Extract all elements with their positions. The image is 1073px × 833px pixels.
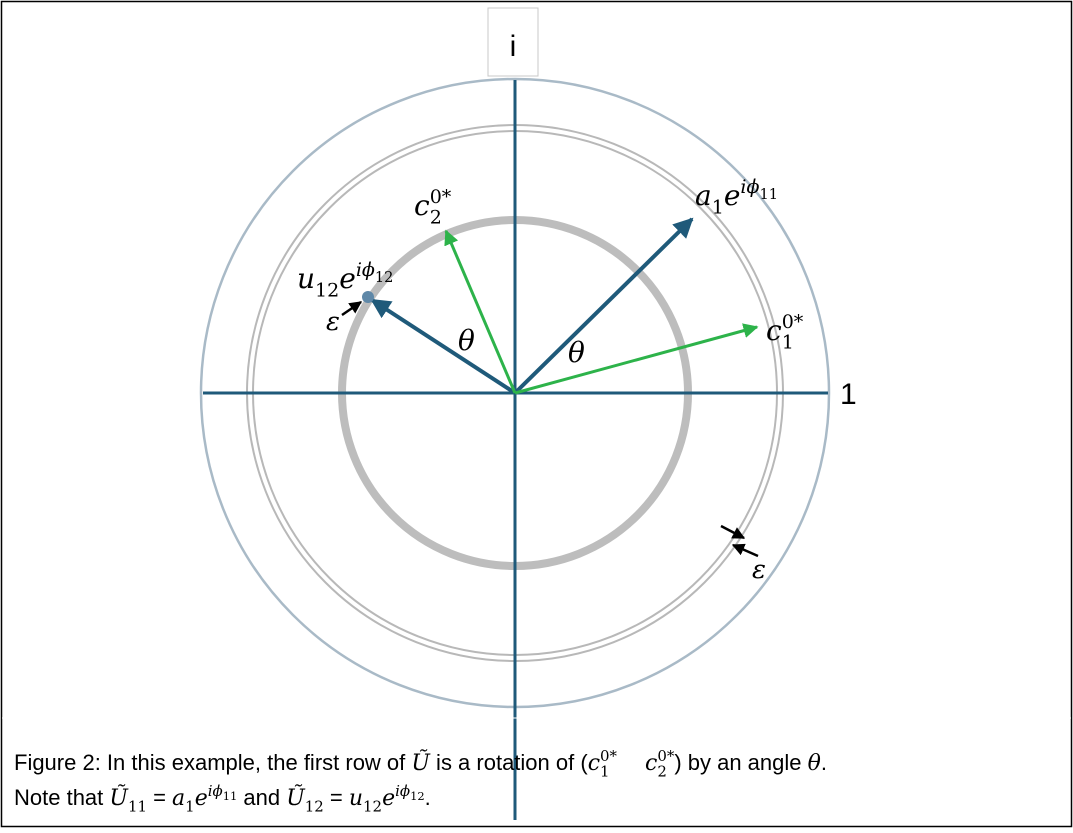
label-a1-part: e	[724, 179, 741, 212]
caption-line-part: e	[195, 786, 208, 811]
axis-label: 1	[840, 378, 857, 411]
caption-line-part: Ũ	[411, 748, 431, 776]
label-theta: θ	[458, 324, 475, 357]
label-c2-part: 0*	[430, 186, 452, 208]
label-u12-part: iϕ	[356, 259, 375, 281]
label-c2-part: 2	[430, 206, 442, 228]
label-epsilon: ε	[752, 555, 766, 585]
caption-line-part: 12	[363, 798, 382, 816]
label-c2-part: c	[414, 189, 430, 222]
label-a1: a1eiϕ11	[695, 176, 778, 218]
vector-c1	[514, 323, 759, 395]
caption-line: Figure 2: In this example, the first row…	[14, 747, 827, 781]
label-u12-part: 12	[315, 279, 339, 301]
caption-line-part: 0*	[600, 747, 618, 765]
caption-line-part: 1	[185, 798, 195, 816]
label-u12: u12eiϕ12	[297, 259, 393, 301]
caption-line-part: c	[617, 751, 657, 776]
caption-line-part: ) by an angle	[674, 750, 807, 775]
caption-line-part: =	[324, 785, 349, 810]
label-a1-part: 1	[712, 196, 724, 218]
axis-label-box	[487, 7, 539, 77]
caption-line-part: 1	[600, 763, 610, 781]
label-c1: c10*	[766, 311, 804, 353]
vector-c2	[444, 229, 517, 394]
epsilon-arrow	[341, 300, 363, 317]
caption-line-part: .	[821, 750, 827, 775]
caption-line-part: Ũ	[286, 783, 306, 811]
caption-line-part: 12	[410, 789, 425, 803]
label-a1-part: a	[695, 179, 712, 212]
caption-line-part: and	[237, 785, 286, 810]
label-epsilon-part: ε	[326, 307, 340, 337]
caption-line-part: 2	[657, 763, 667, 781]
label-epsilon-part: ε	[752, 555, 766, 585]
caption-line-part: 11	[128, 798, 147, 816]
caption-line-part: θ	[808, 751, 821, 776]
caption-line-part: Figure 2: In this example, the first row…	[14, 750, 411, 775]
axis-label: i	[510, 30, 517, 63]
label-c2: c20*	[414, 186, 452, 228]
label-theta-part: θ	[568, 336, 585, 369]
caption-line-part: =	[147, 785, 172, 810]
caption-line-part: c	[588, 751, 600, 776]
caption-line-part: .	[425, 785, 431, 810]
caption-line-part: e	[382, 786, 395, 811]
caption-line-part: Ũ	[109, 783, 129, 811]
caption-line-part: 11	[223, 789, 238, 803]
vector-a1	[513, 217, 694, 395]
caption-line-part: Note that	[14, 785, 109, 810]
epsilon-arrow	[731, 543, 759, 558]
vector-u12	[370, 298, 517, 395]
caption-line: Note that Ũ11 = a1eiϕ11 and Ũ12 = u12eiϕ…	[14, 782, 431, 816]
caption-line-part: 0*	[657, 747, 675, 765]
caption-line-part: iϕ	[208, 782, 223, 800]
label-u12-part: e	[339, 262, 356, 295]
label-u12-part: u	[297, 262, 315, 295]
epsilon-arrow	[720, 524, 746, 540]
label-epsilon: ε	[326, 307, 340, 337]
label-c1-part: c	[766, 314, 782, 347]
point-u12	[362, 291, 374, 303]
caption-line-part: a	[172, 786, 185, 811]
label-u12-part: 12	[375, 269, 394, 286]
label-c1-part: 1	[782, 331, 794, 353]
label-theta: θ	[568, 336, 585, 369]
caption-line-part: 12	[305, 798, 324, 816]
caption-line-part: u	[349, 786, 363, 811]
caption-line-part: iϕ	[395, 782, 410, 800]
label-theta-part: θ	[458, 324, 475, 357]
label-a1-part: iϕ	[740, 176, 759, 198]
label-a1-part: 11	[759, 186, 778, 203]
label-c1-part: 0*	[782, 311, 804, 333]
caption-line-part: is a rotation of (	[430, 750, 588, 775]
